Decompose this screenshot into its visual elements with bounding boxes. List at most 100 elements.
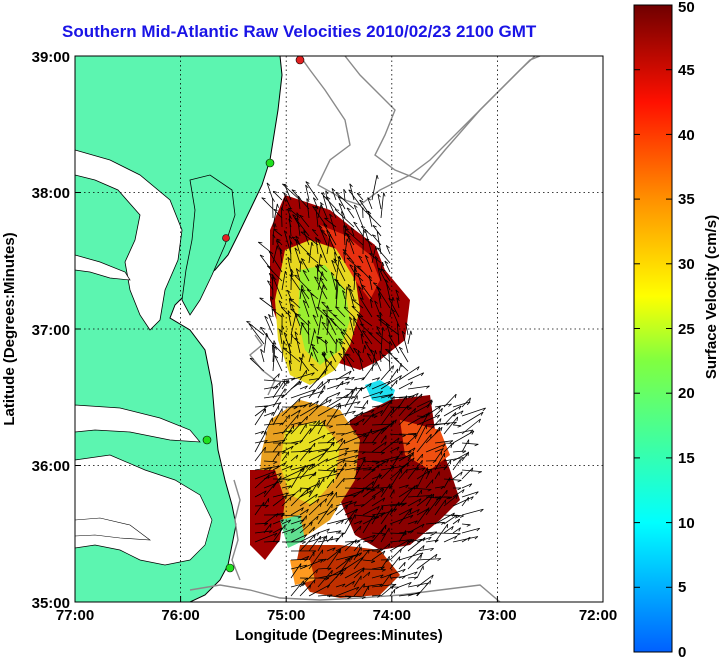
velocity-arrow [317, 528, 330, 534]
velocity-arrow [344, 286, 348, 309]
velocity-arrow [317, 567, 332, 570]
velocity-arrow [416, 558, 441, 561]
velocity-arrowhead [311, 343, 316, 347]
velocity-arrowhead [332, 436, 335, 441]
velocity-arrow [282, 183, 301, 201]
velocity-arrow [281, 424, 295, 444]
velocity-arrow [398, 381, 413, 390]
velocity-arrow [380, 435, 387, 444]
velocity-arrow [290, 523, 306, 534]
velocity-arrowhead [341, 381, 344, 386]
velocity-arrowhead [395, 289, 400, 293]
velocity-arrow [299, 428, 312, 444]
velocity-arrow [299, 405, 319, 417]
velocity-arrowhead [282, 347, 287, 349]
velocity-arrowhead [341, 211, 345, 215]
velocity-arrowhead [276, 203, 279, 208]
velocity-arrow [311, 229, 319, 237]
velocity-arrowhead [264, 447, 266, 452]
velocity-arrow [461, 439, 470, 453]
station-marker [202, 435, 212, 445]
velocity-arrow [302, 300, 310, 318]
velocity-arrow [310, 343, 319, 354]
velocity-arrow [452, 401, 471, 408]
velocity-arrow [398, 405, 409, 417]
velocity-arrow [263, 417, 273, 435]
velocity-arrowhead [342, 290, 346, 294]
velocity-arrowhead [316, 400, 319, 405]
velocity-arrow [398, 395, 407, 408]
velocity-arrow [353, 575, 362, 588]
velocity-arrow [294, 247, 301, 264]
velocity-arrowhead [280, 519, 284, 524]
velocity-arrow [362, 495, 376, 507]
y-axis: 39:00 38:00 37:00 36:00 35:00 Latitude (… [1, 49, 81, 612]
velocity-arrow [362, 513, 384, 525]
velocity-arrow [342, 249, 355, 264]
velocity-arrow [407, 508, 420, 516]
velocity-arrow [398, 457, 415, 471]
velocity-arrow [379, 312, 382, 327]
map-title: Southern Mid-Atlantic Raw Velocities 201… [62, 22, 537, 41]
velocity-arrowhead [300, 289, 305, 293]
velocity-arrow [342, 329, 355, 345]
velocity-arrow [381, 268, 391, 282]
velocity-arrow [335, 279, 338, 300]
velocity-arrowhead [301, 284, 304, 289]
velocity-arrow [263, 402, 282, 408]
velocity-arrow [407, 498, 422, 507]
velocity-arrowhead [321, 301, 326, 304]
velocity-arrowhead [402, 568, 406, 573]
velocity-arrow [349, 264, 355, 273]
velocity-arrow [356, 193, 364, 201]
velocity-arrowhead [355, 508, 357, 513]
velocity-arrow [335, 494, 357, 498]
velocity-arrow [353, 520, 363, 525]
velocity-arrow [263, 379, 290, 383]
station-marker [265, 158, 275, 168]
velocity-arrowhead [258, 241, 263, 244]
velocity-arrow [353, 418, 365, 426]
velocity-arrow [319, 277, 328, 291]
velocity-arrowhead [306, 509, 309, 513]
velocity-arrow [317, 449, 328, 453]
velocity-arrowhead [346, 207, 351, 211]
velocity-arrow [283, 230, 292, 255]
velocity-arrow [254, 405, 269, 408]
velocity-arrow [314, 265, 328, 282]
velocity-arrow [360, 333, 364, 345]
velocity-arrowhead [347, 596, 352, 600]
velocity-arrow [326, 196, 337, 219]
velocity-arrow [452, 489, 465, 498]
velocity-arrow [398, 530, 407, 543]
velocity-arrow [272, 388, 286, 408]
velocity-arrowhead [335, 507, 338, 512]
velocity-arrowhead [446, 490, 448, 495]
velocity-arrowhead [457, 479, 462, 483]
velocity-arrow [326, 431, 336, 435]
velocity-arrow [308, 352, 312, 363]
velocity-arrow [335, 438, 344, 444]
velocity-arrow [407, 330, 412, 345]
velocity-arrowhead [410, 381, 413, 386]
velocity-arrowhead [328, 309, 333, 312]
velocity-arrow [266, 265, 283, 282]
velocity-arrow [308, 471, 317, 480]
velocity-arrowhead [392, 365, 394, 370]
velocity-arrow [389, 297, 394, 318]
velocity-arrow [407, 447, 416, 453]
velocity-arrowhead [350, 227, 355, 231]
velocity-arrow [325, 190, 328, 201]
velocity-arrow [280, 306, 292, 318]
velocity-arrow [380, 465, 395, 480]
velocity-arrow [443, 405, 462, 417]
velocity-arrowhead [279, 480, 283, 485]
velocity-arrow [308, 526, 315, 534]
velocity-arrowhead [376, 377, 380, 381]
velocity-arrowhead [295, 235, 300, 239]
velocity-arrowhead [412, 432, 417, 436]
velocity-arrow [443, 514, 458, 525]
velocity-arrowhead [329, 233, 332, 238]
velocity-arrow [335, 380, 344, 390]
velocity-arrowhead [399, 375, 402, 380]
